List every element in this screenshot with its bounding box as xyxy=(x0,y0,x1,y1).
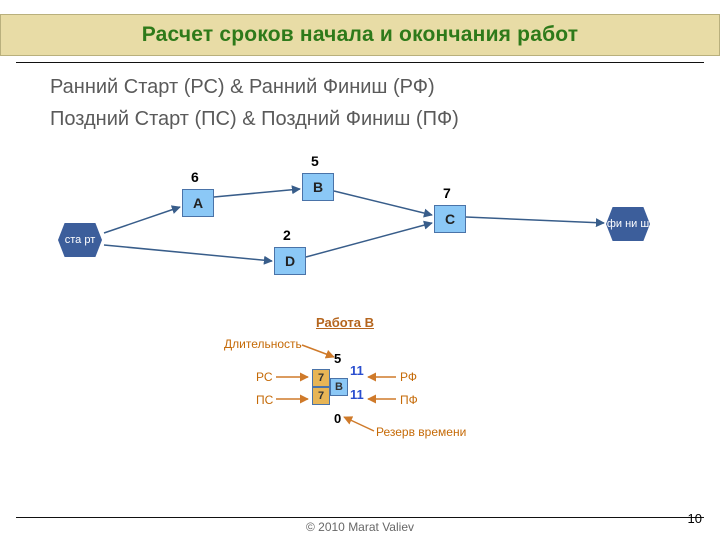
page-title: Расчет сроков начала и окончания работ xyxy=(142,23,579,47)
copyright: © 2010 Marat Valiev xyxy=(0,520,720,534)
node-a-dur: 6 xyxy=(191,169,199,185)
legend-dur: 5 xyxy=(334,351,341,366)
legend-cell-b: B xyxy=(330,378,348,396)
legend-rf-label: РФ xyxy=(400,370,417,384)
page-number: 10 xyxy=(688,511,702,526)
footer: © 2010 Marat Valiev 10 xyxy=(0,517,720,534)
node-c: C xyxy=(434,205,466,233)
network-diagram: ста рт фи ни ш A 6 B 5 D 2 C 7 xyxy=(16,135,704,315)
node-d-dur: 2 xyxy=(283,227,291,243)
legend-rc-label: РС xyxy=(256,370,273,384)
node-d: D xyxy=(274,247,306,275)
legend-cell-pc: 7 xyxy=(312,387,330,405)
intro-line-1: Ранний Старт (РС) & Ранний Финиш (РФ) xyxy=(50,71,684,103)
legend-diagram: Работа B Длительность РС ПС РФ ПФ Резерв… xyxy=(16,315,704,455)
terminal-start: ста рт xyxy=(58,223,102,257)
legend-pc-label: ПС xyxy=(256,393,273,407)
node-a: A xyxy=(182,189,214,217)
title-band: Расчет сроков начала и окончания работ xyxy=(0,14,720,56)
node-b-dur: 5 xyxy=(311,153,319,169)
legend-arrows xyxy=(16,315,704,455)
arrows-svg xyxy=(16,135,704,315)
node-b: B xyxy=(302,173,334,201)
legend-reserve: 0 xyxy=(334,411,341,426)
intro-block: Ранний Старт (РС) & Ранний Финиш (РФ) По… xyxy=(50,71,684,135)
legend-reserve-label: Резерв времени xyxy=(376,425,466,439)
legend-cell-rc: 7 xyxy=(312,369,330,387)
legend-title: Работа B xyxy=(316,315,374,330)
legend-cell-pf: 11 xyxy=(350,387,364,402)
legend-duration-label: Длительность xyxy=(224,337,302,351)
legend-cell-rf: 11 xyxy=(350,363,364,378)
divider-top xyxy=(16,62,704,63)
node-c-dur: 7 xyxy=(443,185,451,201)
divider-bottom xyxy=(16,517,704,518)
terminal-finish: фи ни ш xyxy=(606,207,650,241)
intro-line-2: Поздний Старт (ПС) & Поздний Финиш (ПФ) xyxy=(50,103,684,135)
legend-pf-label: ПФ xyxy=(400,393,418,407)
